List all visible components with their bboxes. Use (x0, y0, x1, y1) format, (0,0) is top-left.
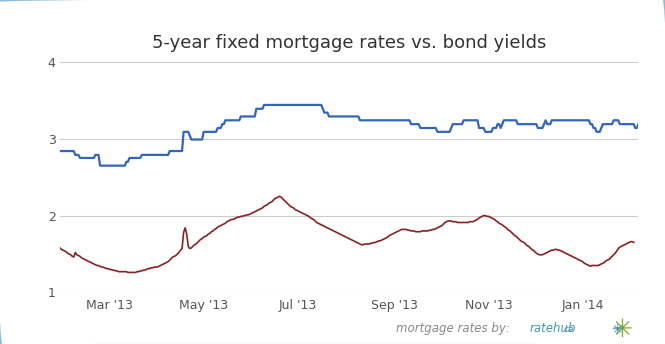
Text: mortgage rates by:: mortgage rates by: (396, 322, 513, 335)
Text: ✳: ✳ (611, 323, 623, 337)
Text: ✳: ✳ (611, 318, 632, 342)
Title: 5-year fixed mortgage rates vs. bond yields: 5-year fixed mortgage rates vs. bond yie… (152, 34, 547, 52)
Text: ratehub: ratehub (529, 322, 576, 335)
Text: ca: ca (564, 325, 575, 334)
